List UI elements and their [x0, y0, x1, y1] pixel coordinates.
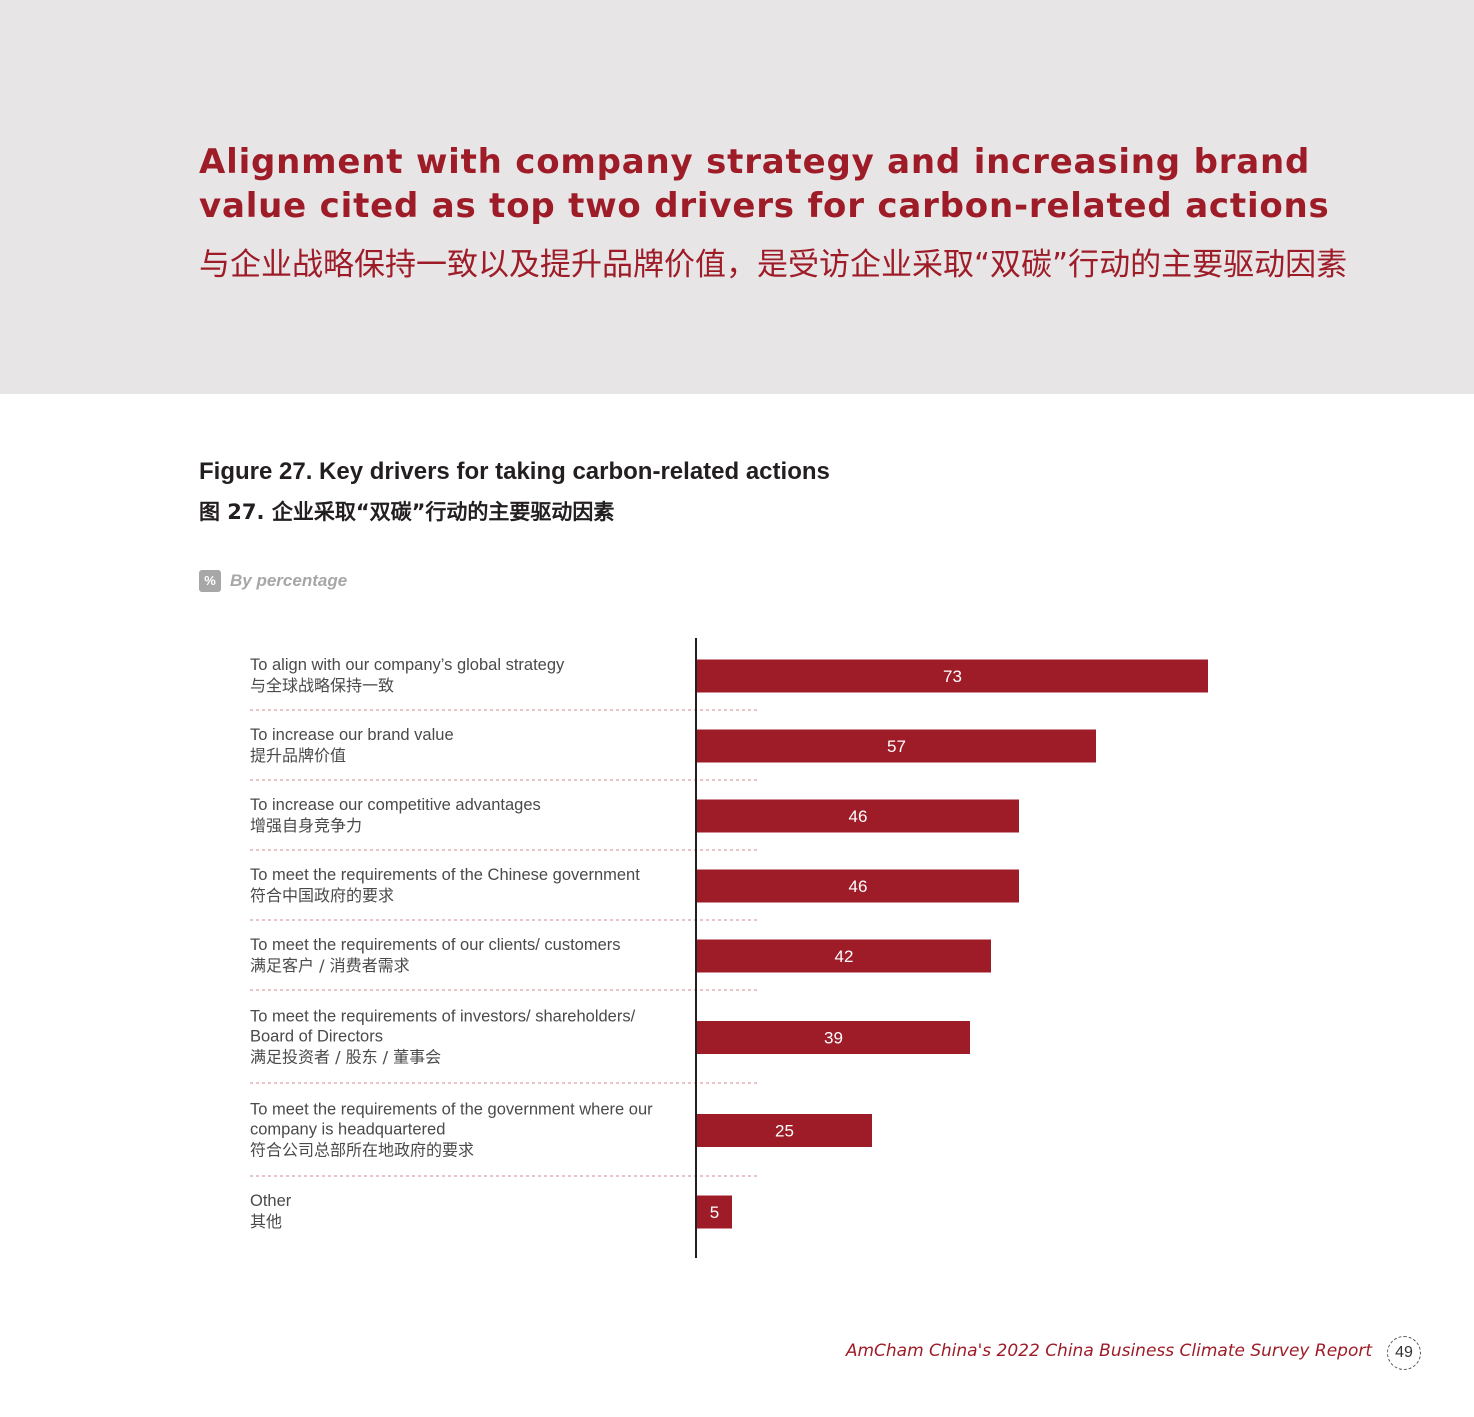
- figure-title-zh: 图 27. 企业采取“双碳”行动的主要驱动因素: [199, 500, 615, 524]
- category-label-en: Board of Directors: [250, 1028, 383, 1046]
- page-title-zh: 与企业战略保持一致以及提升品牌价值，是受访企业采取“双碳”行动的主要驱动因素: [199, 247, 1348, 283]
- bar-value-label: 39: [824, 1029, 843, 1048]
- category-label-zh: 提升品牌价值: [250, 746, 346, 765]
- bar-value-label: 46: [849, 877, 868, 896]
- category-label-en: company is headquartered: [250, 1121, 445, 1139]
- figure-title-en: Figure 27. Key drivers for taking carbon…: [199, 458, 830, 485]
- category-label-en: Other: [250, 1192, 292, 1210]
- bar: [697, 1114, 872, 1147]
- category-label-zh: 其他: [250, 1212, 282, 1231]
- category-label-en: To increase our competitive advantages: [250, 796, 541, 814]
- category-label-en: To increase our brand value: [250, 726, 454, 744]
- category-label-zh: 满足投资者 / 股东 / 董事会: [250, 1048, 441, 1067]
- bar-value-label: 73: [943, 667, 962, 686]
- unit-label: By percentage: [230, 571, 348, 590]
- bar-value-label: 57: [887, 737, 906, 756]
- page-number: 49: [1387, 1336, 1421, 1370]
- bar-value-label: 5: [710, 1203, 719, 1222]
- page-title-en: Alignment with company strategy and incr…: [199, 142, 1330, 226]
- bar: [697, 1195, 732, 1229]
- category-label-zh: 符合公司总部所在地政府的要求: [250, 1141, 474, 1160]
- category-label-en: To meet the requirements of investors/ s…: [250, 1008, 636, 1026]
- bar-value-label: 42: [835, 947, 854, 966]
- category-label-zh: 满足客户 / 消费者需求: [250, 956, 410, 975]
- category-label-en: To meet the requirements of the governme…: [250, 1101, 653, 1119]
- bar: [697, 729, 1096, 763]
- bar: [697, 939, 991, 973]
- category-label-zh: 与全球战略保持一致: [250, 676, 394, 695]
- bar-value-label: 46: [849, 807, 868, 826]
- bar: [697, 869, 1019, 903]
- hero-banner: Alignment with company strategy and incr…: [0, 0, 1474, 394]
- category-label-en: To meet the requirements of the Chinese …: [250, 866, 640, 884]
- footer-report-title: AmCham China's 2022 China Business Clima…: [845, 1341, 1372, 1361]
- bar: [697, 1021, 970, 1054]
- percent-icon: %: [199, 570, 221, 592]
- category-label-zh: 增强自身竞争力: [250, 816, 362, 835]
- category-label-en: To align with our company’s global strat…: [250, 656, 565, 674]
- bar-value-label: 25: [775, 1122, 794, 1141]
- bar: [697, 799, 1019, 833]
- category-label-zh: 符合中国政府的要求: [250, 886, 394, 905]
- bar: [697, 659, 1208, 693]
- category-label-en: To meet the requirements of our clients/…: [250, 936, 621, 954]
